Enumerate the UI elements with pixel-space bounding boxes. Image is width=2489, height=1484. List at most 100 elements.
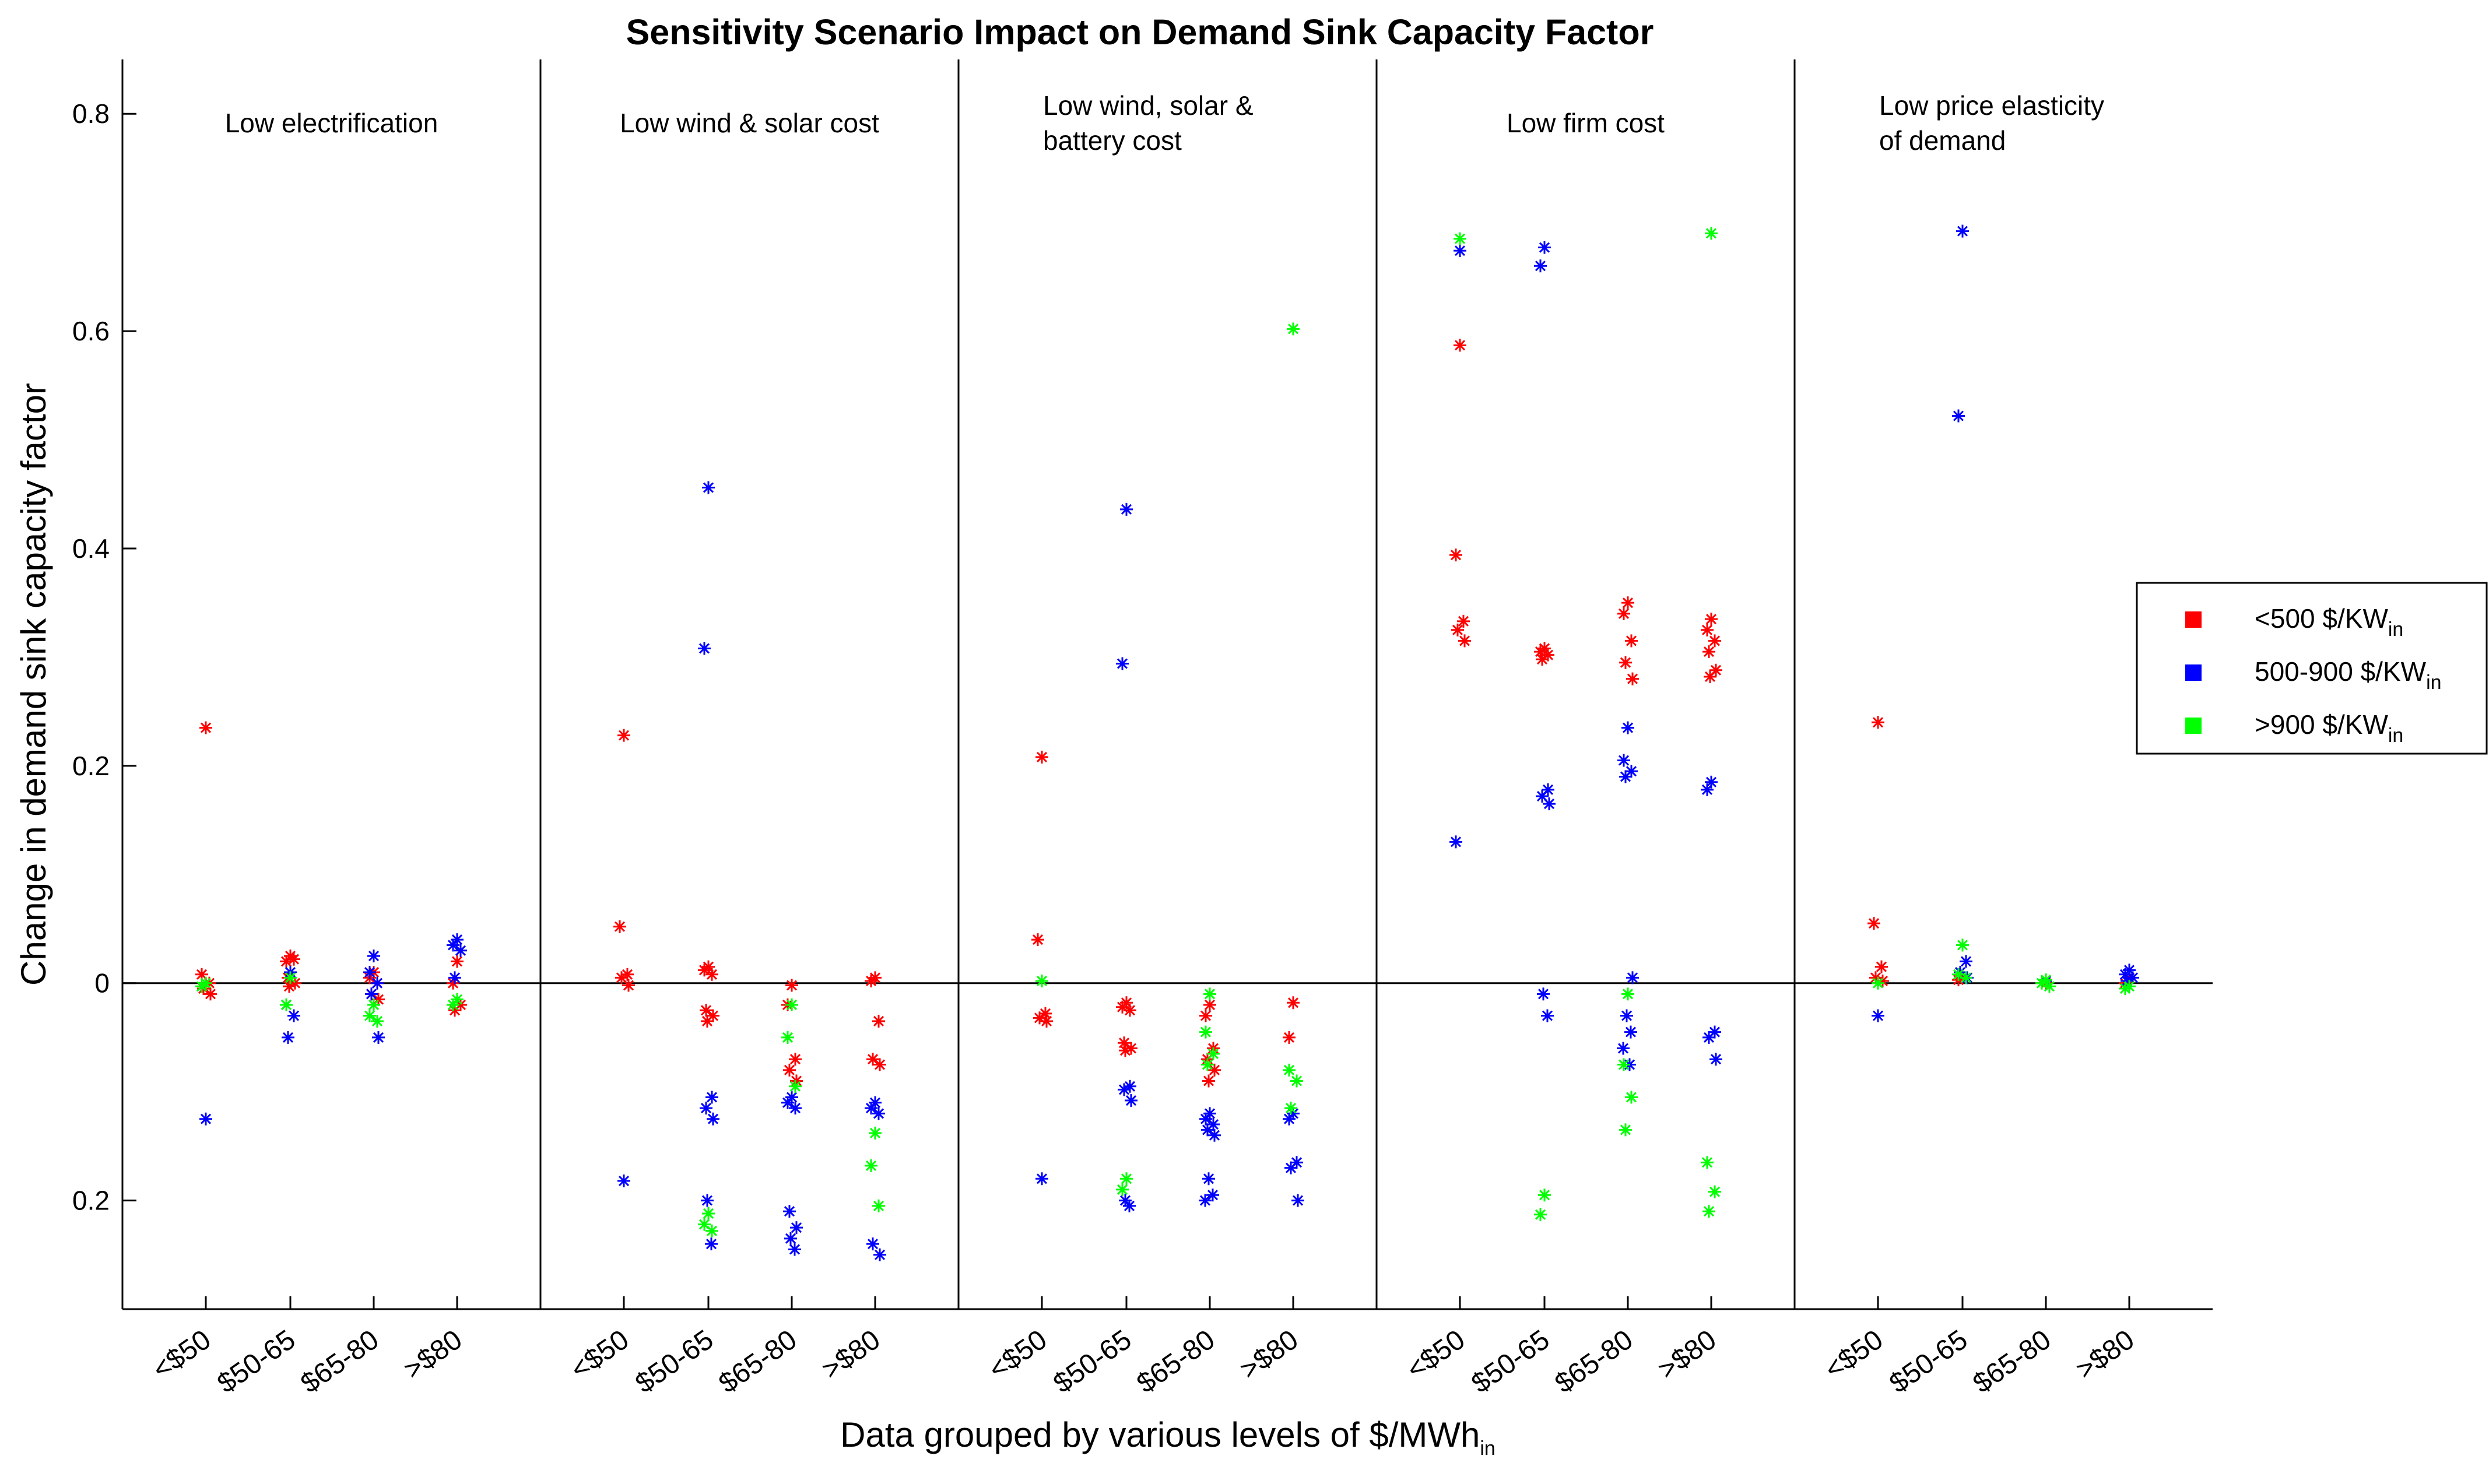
marker-stroke: [1199, 1195, 1211, 1206]
marker-stroke: [283, 981, 295, 992]
marker-stroke: [1202, 1059, 1213, 1070]
data-point-red: [204, 987, 217, 1001]
data-point-blue: [1541, 1009, 1554, 1022]
marker-stroke: [618, 730, 630, 741]
data-point-green: [447, 998, 459, 1011]
data-point-blue: [701, 1194, 714, 1207]
data-point-red: [700, 1004, 712, 1017]
marker-stroke: [285, 972, 296, 983]
marker-stroke: [1119, 1195, 1131, 1206]
marker-stroke: [701, 1195, 713, 1206]
marker-stroke: [1454, 340, 1466, 351]
marker-stroke: [205, 989, 216, 1000]
data-point-blue: [1534, 259, 1547, 273]
marker-stroke: [865, 1103, 877, 1114]
data-point-blue: [705, 1237, 718, 1251]
marker-stroke: [1036, 1173, 1048, 1184]
marker-stroke: [2121, 975, 2133, 987]
data-point-blue: [1709, 1053, 1722, 1066]
marker-stroke: [1953, 410, 1964, 421]
data-point-green: [280, 998, 293, 1011]
data-point-blue: [784, 1232, 797, 1245]
data-point-green: [1120, 1172, 1133, 1186]
x-tick-label: $50-65: [1048, 1324, 1137, 1399]
marker-stroke: [789, 1054, 801, 1065]
marker-stroke: [1454, 233, 1466, 244]
data-point-green: [1872, 976, 1884, 990]
data-point-red: [1619, 656, 1632, 669]
marker-stroke: [873, 1200, 884, 1211]
panel-3: Low wind, solar & battery cost <$50$50-65$…: [957, 59, 1304, 1399]
data-point-blue: [866, 1237, 879, 1251]
marker-stroke: [1117, 1184, 1128, 1195]
marker-stroke: [1539, 242, 1550, 253]
marker-stroke: [1209, 1130, 1220, 1141]
marker-stroke: [703, 1208, 714, 1219]
y-tick-label: 0.2: [72, 1186, 110, 1216]
marker-stroke: [1117, 658, 1128, 669]
data-point-red: [1872, 716, 1884, 729]
data-point-blue: [1872, 1009, 1884, 1022]
legend-label: >900 $/KWin: [2255, 709, 2403, 747]
data-point-green: [1283, 1063, 1296, 1077]
data-point-blue: [371, 976, 384, 990]
data-point-blue: [1537, 987, 1550, 1001]
marker-stroke: [1957, 226, 1968, 237]
marker-stroke: [447, 940, 459, 951]
panel-label: Low wind, solar &: [1043, 90, 1254, 121]
marker-stroke: [1536, 654, 1548, 665]
data-point-blue: [1035, 1172, 1048, 1186]
data-point-green: [781, 1031, 794, 1044]
data-point-red: [1449, 548, 1462, 562]
marker-stroke: [1618, 608, 1630, 619]
data-point-green: [1287, 322, 1300, 336]
panel-label: Low wind & solar cost: [620, 108, 879, 138]
data-point-blue: [1283, 1112, 1296, 1126]
data-point-green: [1201, 1058, 1214, 1071]
data-point-blue: [1621, 721, 1634, 734]
marker-stroke: [1868, 918, 1880, 929]
marker-stroke: [873, 1108, 884, 1119]
marker-stroke: [1207, 1048, 1219, 1059]
marker-stroke: [705, 1239, 717, 1250]
marker-stroke: [1704, 671, 1716, 683]
marker-stroke: [1032, 934, 1044, 945]
marker-stroke: [1203, 1075, 1214, 1086]
marker-stroke: [698, 1219, 710, 1230]
x-tick-label: >$80: [816, 1324, 886, 1385]
data-point-blue: [788, 1243, 801, 1256]
data-point-blue: [1705, 775, 1718, 789]
x-tick-label: >$80: [398, 1324, 468, 1385]
marker-stroke: [200, 1113, 212, 1124]
marker-stroke: [791, 1222, 802, 1233]
marker-stroke: [1119, 1045, 1131, 1056]
data-point-red: [1625, 634, 1638, 648]
data-point-red: [1708, 634, 1721, 648]
chart-title: Sensitivity Scenario Impact on Demand Si…: [626, 12, 1654, 52]
marker-stroke: [1705, 228, 1717, 239]
data-point-red: [1626, 672, 1639, 685]
data-point-green: [865, 1159, 877, 1172]
marker-stroke: [1625, 1026, 1637, 1038]
data-point-red: [1867, 917, 1880, 930]
marker-stroke: [1622, 989, 1634, 1000]
data-point-blue: [1619, 770, 1632, 783]
x-tick-label: <$50: [1401, 1324, 1470, 1385]
marker-stroke: [288, 954, 300, 965]
data-point-blue: [700, 1102, 712, 1115]
marker-stroke: [1204, 989, 1216, 1000]
x-tick-label: $65-80: [1549, 1324, 1638, 1399]
data-point-blue: [1118, 1083, 1131, 1096]
data-point-blue: [1454, 244, 1466, 258]
y-tick-label: 0.2: [72, 751, 110, 781]
data-point-red: [1116, 1000, 1129, 1014]
marker-stroke: [1622, 722, 1634, 733]
marker-stroke: [1118, 1084, 1130, 1095]
marker-stroke: [700, 1103, 712, 1114]
marker-stroke: [1287, 1108, 1299, 1119]
marker-stroke: [785, 1233, 796, 1244]
data-point-red: [1035, 750, 1048, 764]
marker-stroke: [1953, 969, 1964, 980]
data-point-red: [622, 979, 635, 992]
